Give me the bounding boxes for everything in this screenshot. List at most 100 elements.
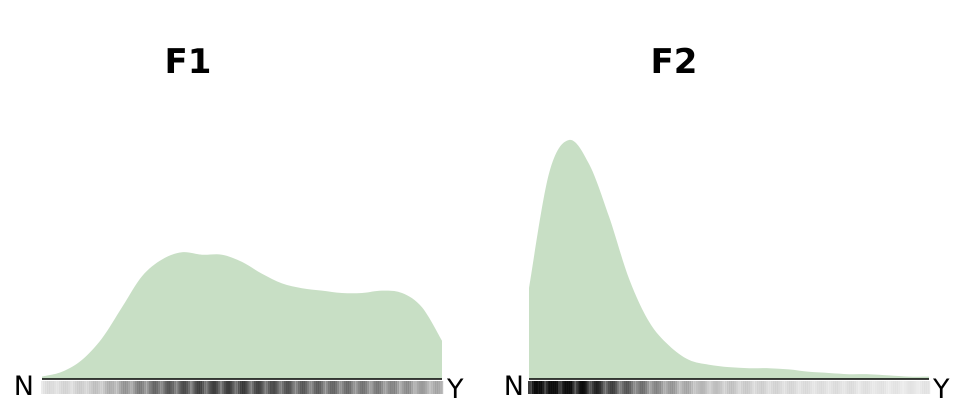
- rug-tick: [767, 381, 770, 394]
- rug-tick: [290, 381, 293, 394]
- rug-tick: [907, 381, 911, 394]
- rug-tick: [684, 381, 687, 394]
- rug-tick: [412, 381, 416, 394]
- rug-tick: [437, 381, 440, 394]
- rug-tick: [869, 381, 872, 394]
- rug-tick: [680, 381, 683, 394]
- rug-tick: [704, 381, 708, 394]
- rug-tick: [825, 381, 828, 394]
- rug-tick: [430, 381, 434, 394]
- rug-tick: [570, 381, 573, 394]
- rug-tick: [127, 381, 130, 394]
- rug-tick: [710, 381, 714, 394]
- rug-tick: [725, 381, 728, 394]
- rug-tick: [883, 381, 886, 394]
- rug-tick: [550, 381, 553, 394]
- rug-tick: [594, 381, 597, 394]
- rug-tick: [111, 381, 114, 394]
- rug-tick: [165, 381, 168, 394]
- rug-tick: [328, 381, 331, 394]
- rug-tick: [240, 381, 243, 394]
- rug-tick: [899, 381, 903, 394]
- rug-tick: [670, 381, 673, 394]
- rug-tick: [706, 381, 710, 394]
- rug-tick: [57, 381, 60, 394]
- rug-tick: [920, 381, 923, 394]
- rug-tick: [538, 381, 541, 394]
- rug-tick: [626, 381, 629, 394]
- rug-tick: [125, 381, 128, 394]
- rug-tick: [879, 381, 882, 394]
- rug-tick: [775, 381, 778, 394]
- rug-tick: [324, 381, 327, 394]
- rug-tick: [396, 381, 399, 394]
- rug-tick: [388, 381, 391, 394]
- rug-tick: [193, 381, 196, 394]
- rug-tick: [232, 381, 235, 394]
- rug-tick: [773, 381, 776, 394]
- rug-tick: [895, 381, 898, 394]
- rug-tick: [270, 381, 273, 394]
- rug-tick: [91, 381, 94, 394]
- rug-tick: [117, 381, 120, 394]
- rug-tick: [151, 381, 154, 394]
- rug-tick: [739, 381, 742, 394]
- rug-tick: [743, 381, 746, 394]
- rug-tick: [797, 381, 800, 394]
- rug-tick: [209, 381, 212, 394]
- rug-tick: [83, 381, 86, 394]
- rug-tick: [101, 381, 104, 394]
- rug-tick: [763, 381, 766, 394]
- rug-tick: [733, 381, 736, 394]
- rug-tick: [135, 381, 138, 394]
- rug-tick: [881, 381, 884, 394]
- rug-tick: [765, 381, 768, 394]
- rug-tick: [634, 381, 637, 394]
- rug-tick: [853, 381, 856, 394]
- rug-tick: [544, 381, 547, 394]
- rug-tick: [163, 381, 166, 394]
- rug-tick: [873, 381, 876, 394]
- rug-tick: [169, 381, 172, 394]
- rug-tick: [201, 381, 204, 394]
- rug-tick: [889, 381, 892, 394]
- rug-tick: [258, 381, 261, 394]
- rug-tick: [839, 381, 842, 394]
- rug-tick: [903, 381, 907, 394]
- rug-tick: [211, 381, 215, 394]
- rug-tick: [254, 381, 257, 394]
- rug-tick: [105, 381, 108, 394]
- rug-tick: [292, 381, 295, 394]
- rug-tick: [660, 381, 663, 394]
- rug-tick: [859, 381, 862, 394]
- density-area-f2: [529, 139, 929, 379]
- rug-tick: [628, 381, 631, 394]
- rug-tick: [199, 381, 202, 394]
- rug-tick: [781, 381, 784, 394]
- rug-tick: [99, 381, 102, 394]
- rug-tick: [376, 381, 379, 394]
- rug-tick: [658, 381, 661, 394]
- rug-tick: [871, 381, 874, 394]
- rug-tick: [897, 381, 900, 394]
- rug-tick: [358, 381, 361, 394]
- rug-tick: [372, 381, 375, 394]
- rug-tick: [610, 381, 613, 394]
- rug-tick: [540, 381, 543, 394]
- rug-tick: [103, 381, 106, 394]
- rug-tick: [831, 381, 834, 394]
- rug-tick: [664, 381, 667, 394]
- rug-tick: [686, 381, 689, 394]
- rug-tick: [266, 381, 269, 394]
- rug-tick: [181, 381, 184, 394]
- rug-tick: [203, 381, 206, 394]
- rug-tick: [747, 381, 750, 394]
- rug-tick: [306, 381, 309, 394]
- rug-tick: [847, 381, 850, 394]
- rug-tick: [288, 381, 291, 394]
- rug-tick: [420, 381, 424, 394]
- rug-tick: [662, 381, 665, 394]
- rug-tick: [51, 381, 54, 394]
- rug-tick: [787, 381, 790, 394]
- rug-tick: [620, 381, 623, 394]
